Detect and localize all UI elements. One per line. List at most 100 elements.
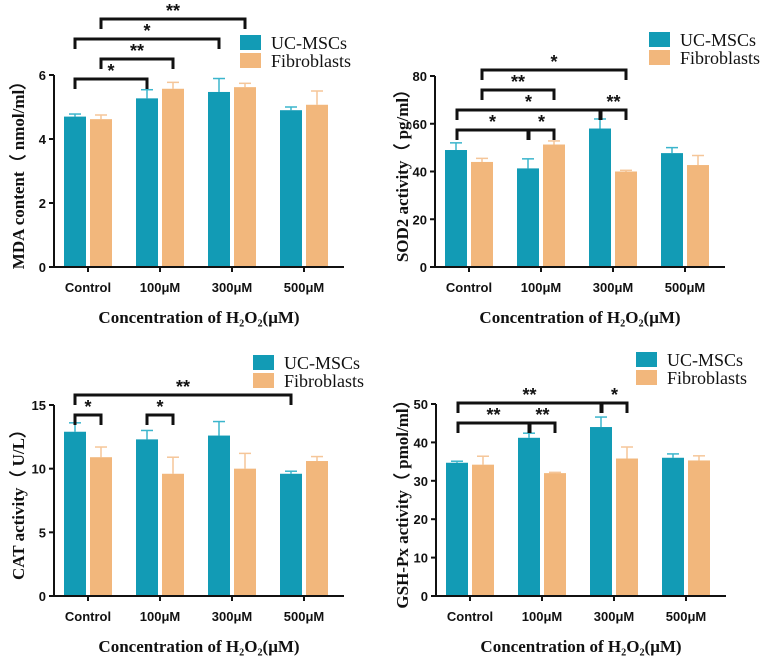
y-tick-label: 0 xyxy=(420,260,427,275)
y-axis-title: SOD2 activity（ pg/ml） xyxy=(392,81,412,262)
y-tick-label: 20 xyxy=(414,512,428,527)
y-tick-label: 2 xyxy=(39,196,46,211)
bar xyxy=(208,91,230,268)
significance-bracket xyxy=(480,88,556,100)
x-tick-label: 500μM xyxy=(284,609,324,624)
bar xyxy=(208,435,230,596)
bar xyxy=(446,462,468,596)
y-tick-label: 20 xyxy=(413,212,427,227)
significance-label: ** xyxy=(606,92,620,112)
bar xyxy=(136,98,158,267)
bar xyxy=(616,458,638,596)
y-tick-label: 0 xyxy=(39,260,46,275)
x-tick-label: 300μM xyxy=(212,609,252,624)
y-tick-label: 40 xyxy=(413,165,427,180)
legend-swatch xyxy=(649,50,670,65)
chart-panel-3: 0 5 10 15 Control 100μM 300μM 500μM Concentratio… xyxy=(8,353,364,656)
bar xyxy=(688,460,710,596)
significance-bracket xyxy=(599,108,628,120)
legend-swatch xyxy=(649,32,670,47)
bar xyxy=(64,431,86,596)
bar xyxy=(90,119,112,267)
bar xyxy=(589,128,611,267)
legend-swatch xyxy=(636,352,657,367)
bar xyxy=(90,457,112,596)
y-axis-title: MDA content（ nmol/ml） xyxy=(8,73,28,269)
significance-label: * xyxy=(525,92,532,112)
bar xyxy=(445,150,467,267)
y-tick-label: 40 xyxy=(414,435,428,450)
y-tick-label: 10 xyxy=(414,551,428,566)
significance-bracket xyxy=(73,413,103,425)
significance-label: * xyxy=(550,52,557,72)
x-tick-label: Control xyxy=(446,280,492,295)
y-tick-label: 5 xyxy=(39,525,46,540)
y-tick-label: 60 xyxy=(413,117,427,132)
y-axis-title: CAT activity（ U/L） xyxy=(8,421,28,580)
bar xyxy=(162,473,184,596)
legend-label: UC-MSCs xyxy=(271,33,347,53)
bar xyxy=(662,457,684,596)
bar xyxy=(162,88,184,267)
x-tick-label: 300μM xyxy=(594,609,634,624)
legend-label: Fibroblasts xyxy=(271,51,351,71)
significance-bracket xyxy=(480,68,628,80)
significance-bracket xyxy=(73,393,293,405)
y-tick-label: 30 xyxy=(414,474,428,489)
significance-bracket xyxy=(73,37,221,49)
x-axis-title: Concentration of H₂O₂(μM) xyxy=(479,308,680,327)
x-tick-label: 100μM xyxy=(140,609,180,624)
x-tick-label: Control xyxy=(447,609,493,624)
y-tick-label: 10 xyxy=(32,462,46,477)
x-tick-label: Control xyxy=(65,280,111,295)
significance-label: ** xyxy=(511,72,525,92)
bar xyxy=(306,104,328,267)
x-tick-label: 500μM xyxy=(665,280,705,295)
significance-label: * xyxy=(107,61,114,81)
significance-bracket xyxy=(99,57,175,69)
legend-label: Fibroblasts xyxy=(284,371,364,391)
bar xyxy=(543,144,565,267)
x-tick-label: Control xyxy=(65,609,111,624)
bar xyxy=(306,461,328,596)
y-tick-label: 0 xyxy=(39,589,46,604)
x-tick-label: 500μM xyxy=(284,280,324,295)
x-tick-label: 500μM xyxy=(666,609,706,624)
x-axis-title: Concentration of H₂O₂(μM) xyxy=(98,637,299,656)
chart-panel-4: 0 10 20 30 40 50 Control 100μM 300μM 500μM Concent… xyxy=(392,350,747,656)
legend-label: Fibroblasts xyxy=(680,48,760,68)
significance-label: * xyxy=(84,397,91,417)
legend-label: Fibroblasts xyxy=(667,368,747,388)
significance-label: ** xyxy=(535,405,549,425)
y-tick-label: 80 xyxy=(413,69,427,84)
legend-swatch xyxy=(253,373,274,388)
significance-label: ** xyxy=(486,405,500,425)
bar xyxy=(590,427,612,596)
legend-label: UC-MSCs xyxy=(284,353,360,373)
chart-panel-1: 0 2 4 6 Control 100μM 300μM 500μM Concentration … xyxy=(8,1,351,327)
bar xyxy=(234,468,256,596)
bar xyxy=(136,439,158,596)
bar xyxy=(280,473,302,596)
bar xyxy=(518,437,540,596)
x-tick-label: 100μM xyxy=(140,280,180,295)
legend-swatch xyxy=(240,35,261,50)
significance-label: ** xyxy=(166,1,180,21)
bar xyxy=(544,473,566,596)
bar xyxy=(517,168,539,267)
y-axis-title: GSH-Px activity（ pmol/ml） xyxy=(392,391,412,608)
significance-bracket xyxy=(528,421,557,433)
x-axis-title: Concentration of H₂O₂(μM) xyxy=(98,308,299,327)
bar xyxy=(280,110,302,267)
x-tick-label: 300μM xyxy=(593,280,633,295)
legend-swatch xyxy=(240,53,261,68)
x-tick-label: 300μM xyxy=(212,280,252,295)
significance-label: * xyxy=(538,112,545,132)
significance-label: * xyxy=(489,112,496,132)
significance-label: * xyxy=(156,397,163,417)
bar xyxy=(661,153,683,267)
chart-panel-2: 0 20 40 60 80 Control 100μM 300μM 500μM Concentra… xyxy=(392,30,760,327)
bar xyxy=(234,87,256,267)
bar xyxy=(687,165,709,267)
